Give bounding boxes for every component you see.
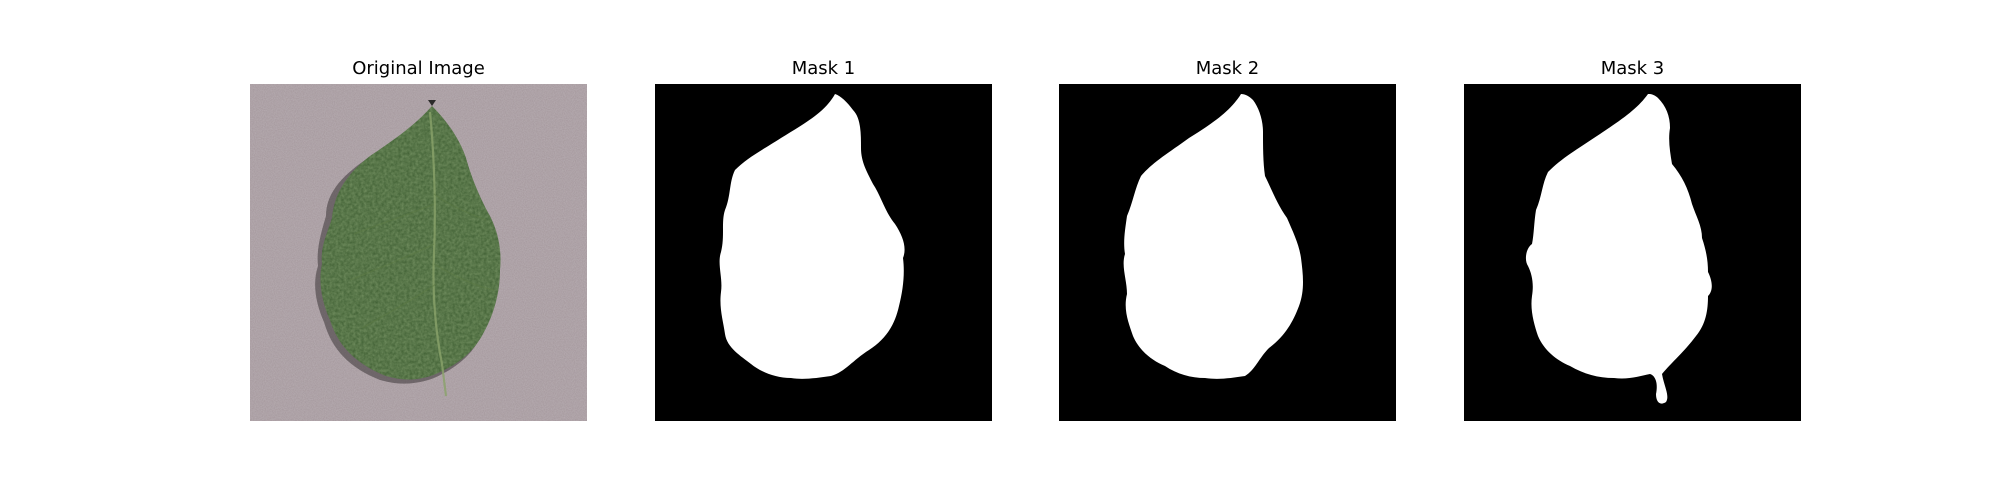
- mask-2-title: Mask 2: [1195, 58, 1260, 79]
- leaf-midrib: [428, 111, 448, 397]
- mask-2-panel: [1059, 84, 1396, 421]
- mask-1-foreground: [719, 94, 905, 379]
- mask-2-image: [1059, 84, 1396, 421]
- mask-1-panel: [655, 84, 992, 421]
- original-image-panel: [250, 84, 587, 421]
- mask-3-title: Mask 3: [1600, 58, 1665, 79]
- original-image-title: Original Image: [352, 58, 485, 79]
- mask-1-image: [655, 84, 992, 421]
- mask-3-image: [1464, 84, 1801, 421]
- mask-3-foreground: [1525, 94, 1712, 404]
- mask-2-foreground: [1123, 94, 1303, 379]
- mask-3-panel: [1464, 84, 1801, 421]
- mask-1-title: Mask 1: [791, 58, 856, 79]
- leaf-photo: [250, 84, 587, 421]
